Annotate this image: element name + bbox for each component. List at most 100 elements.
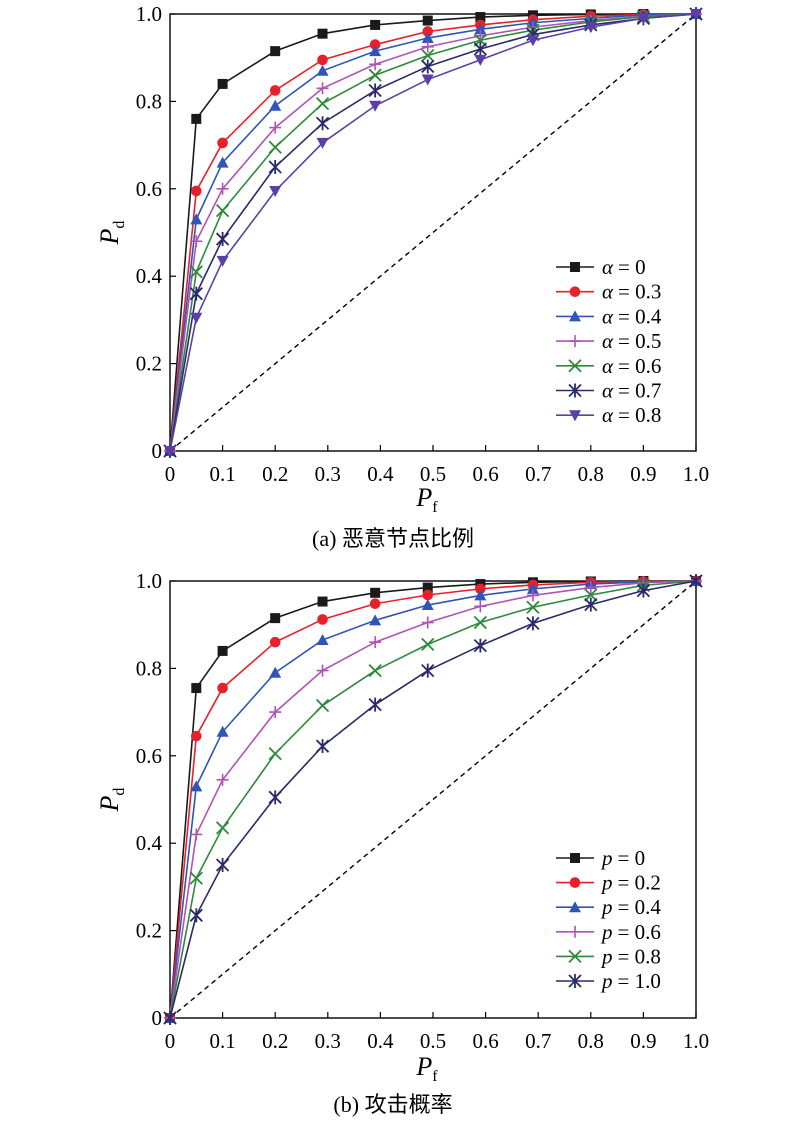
data-point bbox=[526, 35, 539, 47]
y-tick-label: 0.4 bbox=[136, 831, 163, 855]
x-tick-label: 0 bbox=[165, 1029, 176, 1053]
data-point bbox=[215, 204, 230, 218]
y-axis-title: Pd bbox=[95, 221, 128, 246]
data-point bbox=[689, 574, 703, 588]
x-axis-title-sub: f bbox=[432, 1068, 438, 1085]
data-point bbox=[421, 599, 434, 611]
data-point bbox=[163, 1011, 177, 1025]
data-point bbox=[268, 790, 282, 805]
legend-symbol: p bbox=[600, 846, 613, 870]
x-tick-label: 0 bbox=[165, 462, 176, 486]
y-tick-label: 0.2 bbox=[136, 919, 162, 943]
legend-marker bbox=[569, 310, 581, 322]
legend-symbol: p bbox=[600, 944, 613, 968]
data-point bbox=[191, 113, 202, 124]
data-point bbox=[190, 235, 203, 248]
legend-symbol: p bbox=[600, 920, 613, 944]
data-point bbox=[316, 82, 329, 95]
y-tick-label: 0.4 bbox=[136, 264, 163, 288]
x-tick-label: 0.3 bbox=[315, 462, 341, 486]
data-point bbox=[215, 858, 230, 873]
data-point bbox=[217, 137, 228, 149]
legend-marker bbox=[569, 877, 581, 888]
x-axis-title: Pf bbox=[415, 483, 438, 516]
data-point bbox=[473, 638, 487, 653]
legend-marker bbox=[569, 410, 581, 422]
y-tick-label: 0 bbox=[152, 1006, 163, 1030]
figure-caption: (b) 攻击概率 bbox=[333, 1092, 452, 1117]
data-point bbox=[368, 697, 382, 712]
chart-b: 0 0.1 0.2 0.3 0.4 0.5 0.6 0.7 0.8 0.9 1.0 0 0.2 0.4 0.… bbox=[95, 569, 709, 1117]
legend: α = 0α = 0.3α = 0.4α = 0.5α = 0.6α = 0.7α = 0.8 bbox=[556, 255, 662, 427]
legend-value: = 0.6 bbox=[618, 920, 661, 944]
data-point bbox=[369, 100, 382, 112]
data-point bbox=[368, 83, 382, 98]
legend-marker bbox=[570, 262, 580, 272]
data-point bbox=[526, 616, 540, 631]
x-axis-title: Pf bbox=[415, 1052, 438, 1085]
data-point bbox=[637, 13, 650, 25]
data-point bbox=[526, 582, 539, 594]
x-tick-label: 0.1 bbox=[209, 462, 235, 486]
data-point bbox=[370, 587, 381, 598]
x-tick-label: 0.3 bbox=[315, 1029, 341, 1053]
y-axis-title-sub: d bbox=[111, 221, 128, 229]
data-point bbox=[191, 683, 202, 694]
data-point bbox=[217, 682, 228, 694]
legend-marker bbox=[570, 853, 580, 863]
data-point bbox=[315, 116, 330, 131]
data-point bbox=[473, 615, 487, 630]
data-point bbox=[216, 725, 229, 737]
legend-value: = 0.2 bbox=[618, 871, 661, 895]
data-point bbox=[474, 54, 487, 66]
legend-value: = 0.4 bbox=[618, 895, 662, 919]
x-tick-label: 0.9 bbox=[630, 462, 656, 486]
data-point bbox=[369, 614, 382, 626]
data-point bbox=[269, 185, 282, 197]
series-line bbox=[169, 580, 697, 1019]
data-point bbox=[636, 583, 651, 598]
legend-value: = 1.0 bbox=[618, 969, 661, 993]
legend-symbol: α bbox=[602, 255, 614, 279]
data-point bbox=[369, 598, 381, 610]
data-point bbox=[421, 32, 434, 44]
legend-value: = 0 bbox=[618, 846, 646, 870]
legend-entry: α = 0.5 bbox=[602, 329, 661, 353]
data-point bbox=[317, 614, 328, 625]
data-point bbox=[421, 59, 435, 74]
x-tick-label: 0.5 bbox=[420, 1029, 446, 1053]
data-point bbox=[474, 589, 487, 601]
legend-entry: p = 0.6 bbox=[600, 920, 661, 944]
legend-entry: α = 0.6 bbox=[602, 354, 661, 378]
y-axis-title-main: P bbox=[95, 228, 124, 245]
series-6 bbox=[164, 9, 702, 457]
data-point bbox=[316, 64, 329, 76]
figure-caption: (a) 恶意节点比例 bbox=[312, 526, 474, 551]
legend-value: = 0 bbox=[618, 255, 646, 279]
data-point bbox=[269, 99, 282, 111]
series-line bbox=[169, 580, 697, 1019]
data-point bbox=[369, 636, 382, 649]
series-3 bbox=[164, 575, 702, 1024]
data-point bbox=[317, 28, 328, 39]
series-1 bbox=[164, 575, 702, 1024]
data-point bbox=[584, 588, 598, 602]
data-point bbox=[216, 773, 229, 786]
data-point bbox=[215, 821, 230, 835]
series-line bbox=[169, 13, 697, 452]
legend-symbol: α bbox=[602, 304, 614, 328]
series-line bbox=[169, 580, 697, 1019]
data-point bbox=[526, 600, 540, 614]
legend-entry: α = 0.4 bbox=[602, 304, 662, 328]
legend-marker bbox=[568, 949, 582, 964]
series-5 bbox=[163, 574, 703, 1025]
legend-marker bbox=[568, 383, 582, 398]
data-point bbox=[189, 871, 203, 885]
data-point bbox=[584, 22, 597, 34]
legend-value: = 0.3 bbox=[618, 280, 661, 304]
legend-marker bbox=[569, 286, 581, 298]
legend-symbol: α bbox=[602, 280, 614, 304]
data-point bbox=[316, 137, 329, 149]
data-point bbox=[217, 78, 228, 89]
